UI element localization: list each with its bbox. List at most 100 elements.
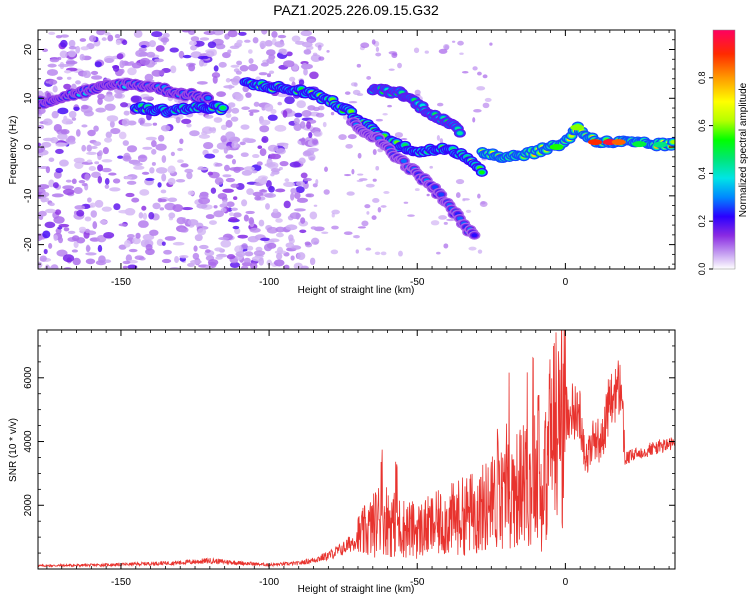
spectrogram-speckle [294,112,303,118]
spectrogram-speckle [56,76,63,81]
snr-x-axis-label: Height of straight line (km) [298,584,415,595]
spectrogram-speckle [168,212,176,219]
spectrogram-speckle [86,159,93,163]
spectrogram-ridge-blob [670,139,675,144]
spectrogram-speckle [289,161,301,168]
spectrogram-speckle [192,252,200,260]
spectrogram-speckle [175,179,186,183]
spectrogram-speckle [275,148,286,155]
snr-frame [37,329,676,570]
spectrogram-speckle [179,255,189,259]
spectrogram-speckle [151,161,156,166]
spectrogram-speckle [220,239,232,248]
spectrogram-speckle [81,183,88,187]
spectrogram-x-axis-label: Height of straight line (km) [298,285,415,296]
spectrogram-speckle [101,206,112,212]
spectrogram-speckle [259,148,267,157]
spectrogram-speckle [142,233,155,241]
spectrogram-speckle [215,256,223,260]
spectrogram-speckle [55,167,64,173]
spectrogram-speckle [51,110,59,119]
spectrogram-speckle [180,163,189,168]
spectrogram-speckle [128,248,138,253]
spectrogram-speckle [149,167,155,174]
spectrogram-speckle [472,66,478,71]
spectrogram-speckle [151,140,157,148]
spectrogram-speckle [43,248,48,255]
snr-y-tick-label: 4000 [23,430,34,453]
spectrogram-speckle [477,249,483,254]
spectrogram-speckle [306,121,312,129]
spectrogram-speckle [48,157,55,162]
spectrogram-speckle [184,168,194,174]
spectrogram-speckle [101,37,107,41]
spectrogram-speckle [366,211,370,215]
spectrogram-speckle [45,208,56,214]
spectrogram-speckle [207,171,214,176]
spectrogram-y-axis-label: Frequency (Hz) [8,116,19,185]
spectrogram-speckle [175,116,181,124]
spectrogram-speckle [130,95,142,103]
spectrogram-speckle [309,211,318,220]
spectrogram-speckle [81,104,89,110]
spectrogram-speckle [306,193,315,198]
spectrogram-speckle [345,143,353,149]
spectrogram-speckle [222,174,232,178]
spectrogram-speckle [63,115,68,122]
spectrogram-speckle [301,62,308,70]
spectrogram-speckle [118,209,130,214]
spectrogram-speckle [414,94,421,97]
spectrogram-speckle [365,183,375,188]
spectrogram-speckle [144,73,154,82]
spectrogram-speckle [238,31,247,36]
spectrogram-speckle [387,104,392,108]
spectrogram-speckle [218,61,227,68]
spectrogram-speckle [120,102,129,108]
spectrogram-speckle [300,217,306,224]
spectrogram-speckle [230,207,238,211]
spectrogram-speckle [187,262,195,268]
spectrogram-speckle [205,265,212,269]
spectrogram-speckle [44,266,52,269]
spectrogram-speckle [284,178,290,182]
spectrogram-speckle [212,75,218,84]
spectrogram-speckle [73,186,83,195]
spectrogram-speckle [331,209,340,215]
spectrogram-speckle [357,152,362,159]
spectrogram-speckle [170,65,177,74]
spectrogram-speckle [124,239,131,248]
spectrogram-speckle [107,34,114,42]
spectrogram-x-tick-label: -150 [111,277,131,288]
spectrogram-speckle [226,145,231,151]
spectrogram-speckle [400,138,408,141]
spectrogram-speckle [457,40,464,46]
spectrogram-speckle [275,226,286,233]
spectrogram-speckle [196,203,208,209]
spectrogram-speckle [261,30,268,35]
spectrogram-speckle [388,51,397,55]
spectrogram-speckle [169,47,179,53]
spectrogram-hotspot [653,141,668,148]
spectrogram-speckle [177,147,183,152]
spectrogram-speckle [99,220,108,225]
spectrogram-speckle [436,251,441,255]
spectrogram-speckle [42,137,55,142]
spectrogram-speckle [310,237,320,245]
spectrogram-speckle [118,131,127,140]
colorbar-tick-label: 0.6 [697,119,707,132]
spectrogram-speckle [380,205,387,208]
spectrogram-speckle [119,68,125,74]
spectrogram-speckle [96,30,106,36]
spectrogram-speckle [236,39,243,45]
spectrogram-speckle [365,247,372,251]
spectrogram-speckle [397,62,402,69]
spectrogram-speckle [243,214,249,222]
spectrogram-speckle [227,30,238,38]
spectrogram-speckle [142,146,153,150]
spectrogram-speckle [190,36,200,42]
spectrogram-speckle [229,261,240,268]
spectrogram-speckle [91,171,101,178]
spectrogram-speckle [197,167,209,171]
spectrogram-speckle [275,218,283,223]
spectrogram-speckle [443,44,450,50]
